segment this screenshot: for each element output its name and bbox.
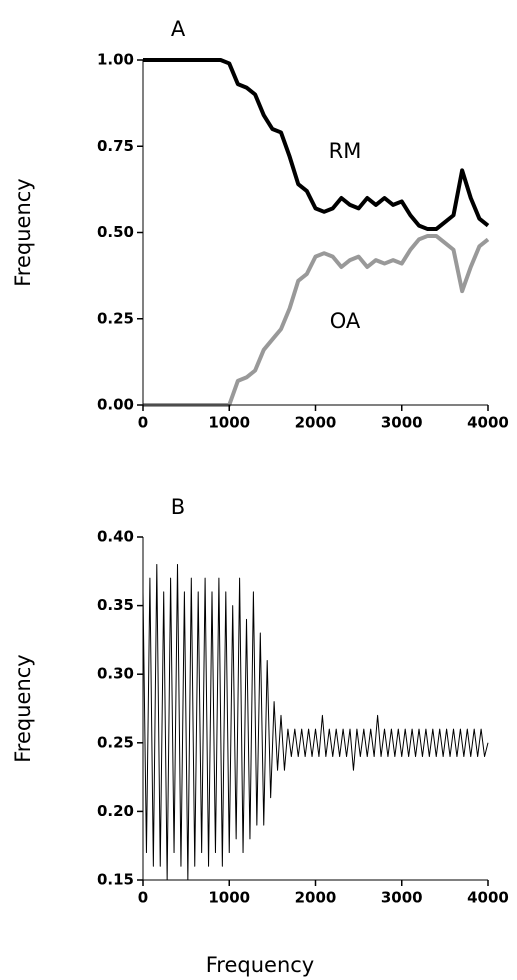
x-axis-label: Frequency xyxy=(206,953,315,977)
y-tick-label: 0.20 xyxy=(97,802,134,820)
y-tick-label: 0.25 xyxy=(97,733,134,751)
y-tick-label: 0.40 xyxy=(97,528,134,546)
x-tick-label: 2000 xyxy=(295,889,337,907)
y-axis-label: Frequency xyxy=(11,654,35,763)
y-tick-label: 1.00 xyxy=(97,51,134,69)
x-tick-label: 4000 xyxy=(467,889,509,907)
y-tick-label: 0.15 xyxy=(97,871,134,889)
y-tick-label: 0.50 xyxy=(97,223,134,241)
x-tick-label: 3000 xyxy=(381,414,423,432)
y-axis-label: Frequency xyxy=(11,178,35,287)
x-tick-label: 1000 xyxy=(208,889,250,907)
data-line xyxy=(143,58,490,232)
data-line xyxy=(142,563,489,881)
y-tick-label: 0.30 xyxy=(97,665,134,683)
y-tick-label: 0.75 xyxy=(97,137,134,155)
x-tick-label: 1000 xyxy=(208,414,250,432)
y-tick-label: 0.35 xyxy=(97,596,134,614)
series-label: OA xyxy=(330,309,361,333)
x-tick-label: 3000 xyxy=(381,889,423,907)
x-tick-label: 0 xyxy=(138,414,148,432)
chart-title: A xyxy=(171,17,186,41)
x-tick-label: 4000 xyxy=(467,414,509,432)
y-tick-label: 0.25 xyxy=(97,309,134,327)
series-label: RM xyxy=(329,139,362,163)
x-tick-label: 2000 xyxy=(295,414,337,432)
chart-title: B xyxy=(171,495,185,519)
y-tick-label: 0.00 xyxy=(97,396,134,414)
x-tick-label: 0 xyxy=(138,889,148,907)
data-line xyxy=(143,233,490,407)
